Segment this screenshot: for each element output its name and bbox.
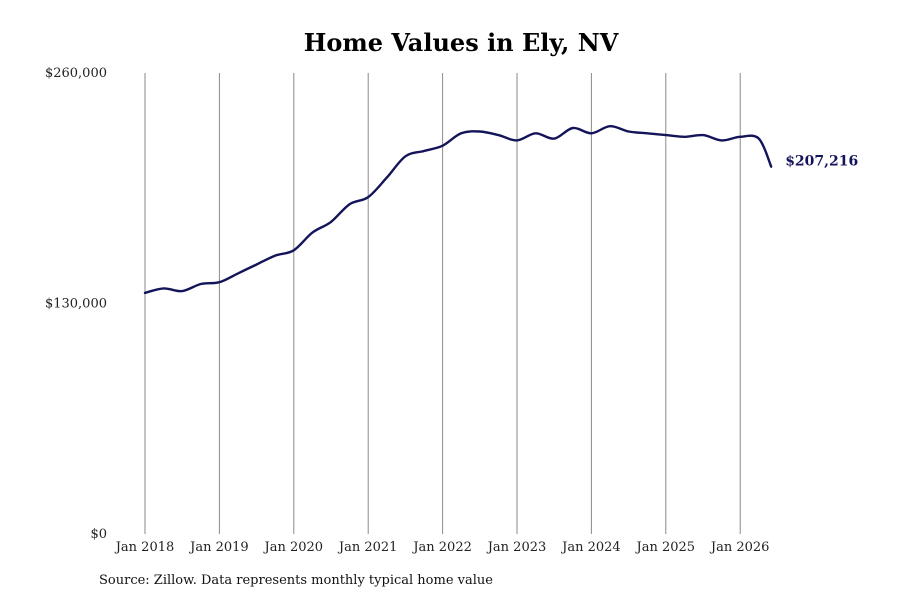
y-tick-label: $0: [90, 527, 107, 542]
x-tick-label: Jan 2026: [709, 540, 770, 555]
x-axis: Jan 2018 Jan 2019 Jan 2020 Jan 2021 Jan 2022…: [114, 540, 770, 555]
chart-title: Home Values in Ely, NV: [304, 28, 619, 57]
series-line: [143, 125, 773, 295]
y-tick-label: $260,000: [45, 66, 107, 81]
x-tick-label: Jan 2024: [560, 540, 621, 555]
x-tick-label: Jan 2018: [114, 540, 175, 555]
x-tick-label: Jan 2025: [635, 540, 696, 555]
x-tick-label: Jan 2023: [486, 540, 547, 555]
y-axis: $0 $130,000 $260,000: [45, 66, 107, 542]
end-value-label: $207,216: [785, 154, 858, 170]
source-note: Source: Zillow. Data represents monthly …: [99, 573, 493, 588]
x-tick-label: Jan 2022: [411, 540, 472, 555]
x-tick-label: Jan 2019: [188, 540, 249, 555]
grid-lines: [144, 73, 741, 534]
y-tick-label: $130,000: [45, 297, 107, 312]
x-tick-label: Jan 2020: [263, 540, 324, 555]
x-tick-label: Jan 2021: [337, 540, 398, 555]
